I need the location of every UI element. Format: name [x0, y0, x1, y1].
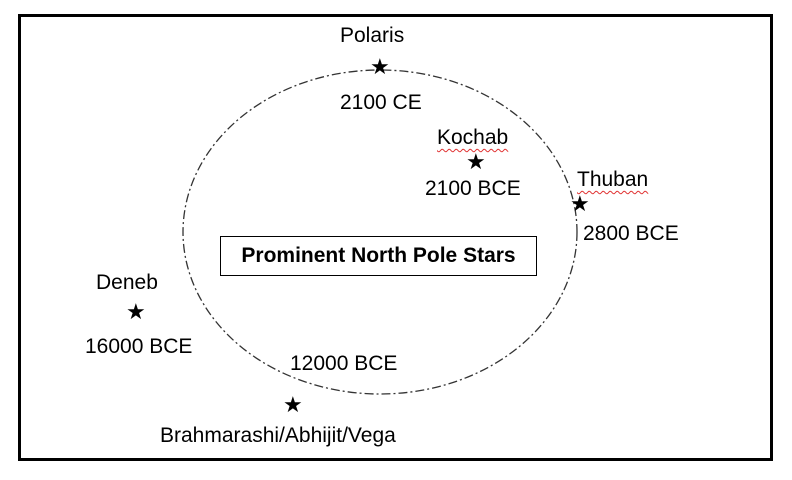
kochab-name: Kochab: [437, 126, 509, 149]
deneb-star-icon: ★: [126, 299, 146, 324]
precession-ellipse: [182, 69, 578, 395]
kochab-date: 2100 BCE: [425, 177, 521, 200]
thuban-date: 2800 BCE: [583, 222, 679, 245]
thuban-name: Thuban: [577, 168, 649, 191]
polaris-name: Polaris: [340, 24, 405, 47]
polaris-star-icon: ★: [370, 54, 390, 79]
thuban-star-icon: ★: [570, 191, 590, 216]
title-box: Prominent North Pole Stars: [220, 236, 537, 276]
deneb-name: Deneb: [96, 271, 158, 294]
vega-date: 12000 BCE: [290, 352, 398, 375]
vega-star-icon: ★: [283, 392, 303, 417]
vega-name: Brahmarashi/Abhijit/Vega: [160, 424, 396, 447]
polaris-date: 2100 CE: [340, 91, 422, 114]
kochab-star-icon: ★: [466, 149, 486, 174]
deneb-date: 16000 BCE: [85, 335, 193, 358]
diagram-title: Prominent North Pole Stars: [241, 244, 516, 267]
